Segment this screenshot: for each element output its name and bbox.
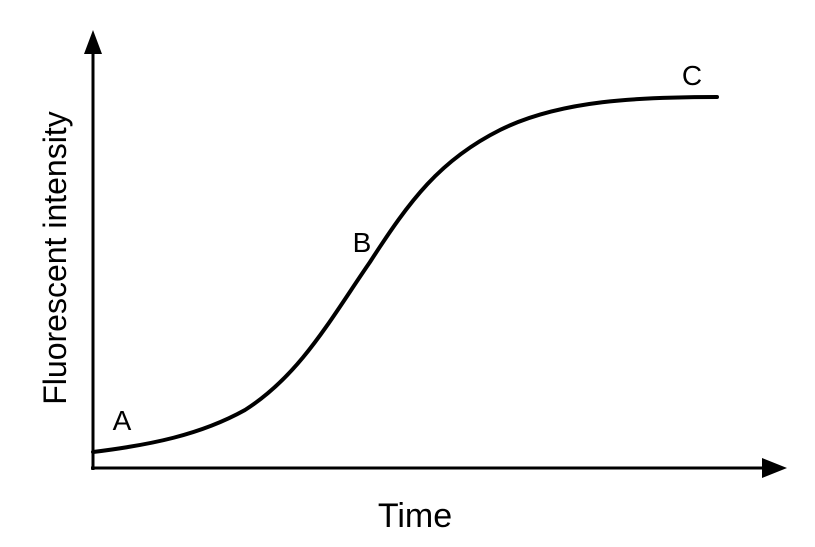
point-label: C	[682, 60, 702, 91]
x-axis-label: Time	[378, 497, 452, 535]
curve	[91, 95, 719, 454]
point-label: A	[113, 405, 132, 436]
point-label: B	[353, 227, 372, 258]
y-axis-arrow	[84, 30, 102, 54]
y-axis-label: Fluorescent intensity	[37, 111, 73, 404]
x-axis-arrow	[762, 458, 787, 478]
